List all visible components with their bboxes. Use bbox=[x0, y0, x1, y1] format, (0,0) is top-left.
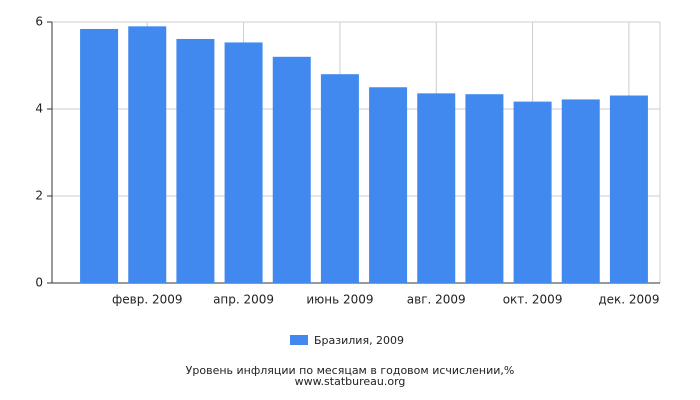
bar bbox=[80, 28, 119, 284]
legend-label: Бразилия, 2009 bbox=[314, 334, 404, 347]
bar bbox=[176, 38, 215, 284]
bar bbox=[417, 93, 456, 283]
bar bbox=[513, 101, 552, 283]
bar bbox=[224, 42, 263, 283]
legend-swatch bbox=[290, 335, 308, 345]
source: www.statbureau.org bbox=[295, 375, 406, 388]
bar bbox=[369, 87, 408, 283]
bar bbox=[272, 56, 311, 283]
x-tick-label: дек. 2009 bbox=[598, 293, 659, 307]
bar bbox=[465, 94, 504, 284]
y-tick-label: 0 bbox=[35, 276, 43, 290]
x-tick-label: авг. 2009 bbox=[407, 293, 466, 307]
bar bbox=[609, 95, 648, 283]
bar bbox=[561, 99, 600, 284]
y-tick-label: 4 bbox=[35, 102, 43, 116]
x-tick-label: апр. 2009 bbox=[213, 293, 274, 307]
x-tick-label: окт. 2009 bbox=[503, 293, 563, 307]
chart-title: Уровень инфляции по месяцам в годовом ис… bbox=[186, 364, 515, 377]
y-tick-label: 6 bbox=[35, 15, 43, 29]
x-tick-label: февр. 2009 bbox=[112, 293, 183, 307]
y-tick-label: 2 bbox=[35, 189, 43, 203]
bar bbox=[320, 74, 359, 283]
bar bbox=[128, 26, 167, 283]
x-tick-label: июнь 2009 bbox=[306, 293, 373, 307]
